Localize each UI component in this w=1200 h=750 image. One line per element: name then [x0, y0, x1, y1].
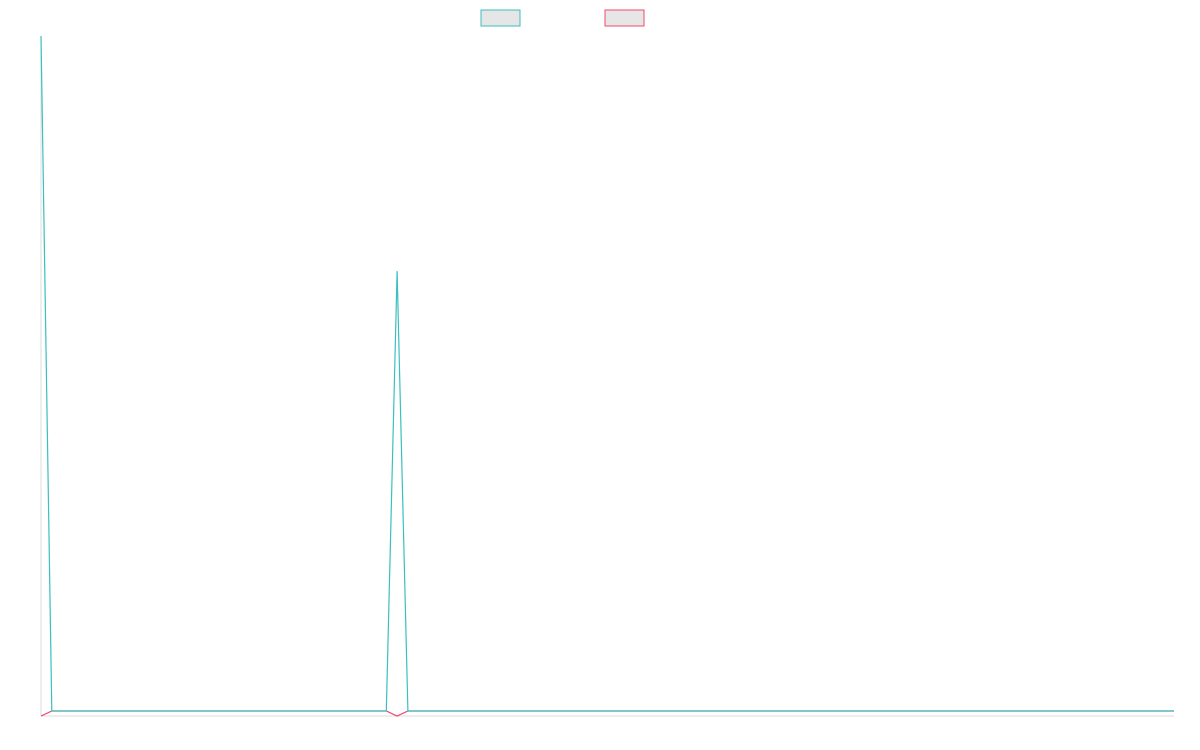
legend-swatch-series-2[interactable] — [604, 9, 645, 27]
legend — [480, 9, 645, 27]
series-lines — [40, 35, 1174, 717]
series-line-1 — [40, 35, 1174, 712]
legend-swatch-series-1[interactable] — [480, 9, 521, 27]
axes — [40, 36, 1174, 717]
series-line-2 — [40, 710, 1174, 717]
